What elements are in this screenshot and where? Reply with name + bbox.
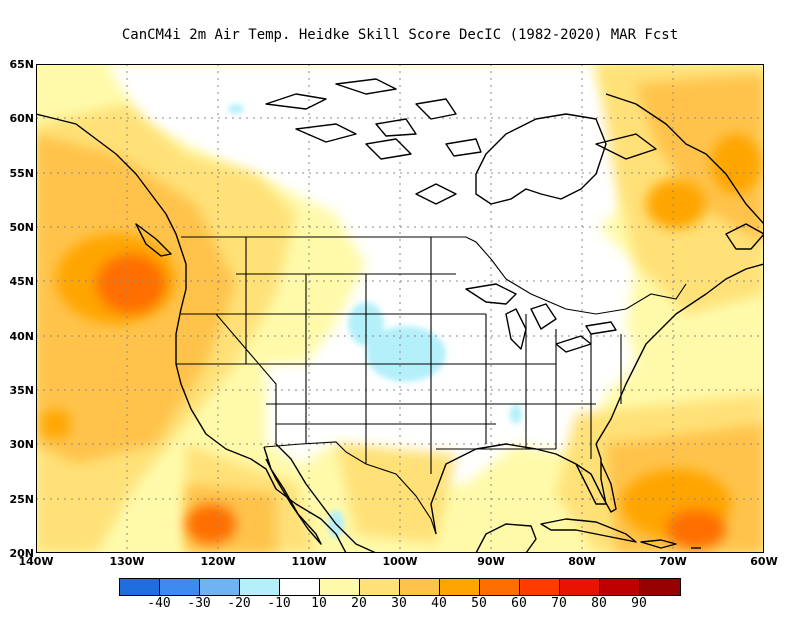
lat-label-40n: 40N [9,330,34,343]
colorbar-label: -10 [267,596,291,611]
lat-label-60n: 60N [9,112,34,125]
lon-label-110w: 110W [291,555,327,568]
colorbar-bin [600,579,640,595]
colorbar-label: -40 [147,596,171,611]
lon-label-120w: 120W [200,555,236,568]
lon-label-130w: 130W [109,555,145,568]
lon-label-100w: 100W [382,555,418,568]
lat-label-30n: 30N [9,438,34,451]
colorbar-label: 10 [311,596,327,611]
lat-label-35n: 35N [9,384,34,397]
lon-label-140w: 140W [18,555,54,568]
lon-label-70w: 70W [659,555,687,568]
colorbar-bin [640,579,680,595]
colorbar [119,578,681,596]
colorbar-bin [280,579,320,595]
colorbar-bin [440,579,480,595]
lat-label-65n: 65N [9,58,34,71]
colorbar-label: 40 [431,596,447,611]
skill-score-map [36,64,764,553]
colorbar-label: 70 [551,596,567,611]
lon-label-80w: 80W [568,555,596,568]
lat-label-20n: 20N [9,547,34,560]
political-borders [176,236,687,535]
colorbar-label: -20 [227,596,251,611]
colorbar-label: 50 [471,596,487,611]
colorbar-label: 60 [511,596,527,611]
colorbar-bin [160,579,200,595]
very-high-skill-regions [41,134,761,549]
colorbar-bin [520,579,560,595]
graticule [36,64,764,553]
colorbar-bin [120,579,160,595]
lon-label-60w: 60W [750,555,778,568]
chart-title: CanCM4i 2m Air Temp. Heidke Skill Score … [121,27,679,43]
colorbar-label: 80 [591,596,607,611]
colorbar-label: 30 [391,596,407,611]
colorbar-bin [480,579,520,595]
colorbar-bin [320,579,360,595]
coastlines [36,78,764,553]
colorbar-bin [240,579,280,595]
lat-label-55n: 55N [9,167,34,180]
map-border [36,64,764,553]
lat-label-25n: 25N [9,493,34,506]
lat-label-50n: 50N [9,221,34,234]
colorbar-label: 90 [631,596,647,611]
colorbar-bin [360,579,400,595]
colorbar-label: -30 [187,596,211,611]
colorbar-label: 20 [351,596,367,611]
colorbar-bin [560,579,600,595]
colorbar-bin [200,579,240,595]
map-canvas [36,64,764,553]
colorbar-bin [400,579,440,595]
lat-label-45n: 45N [9,275,34,288]
lon-label-90w: 90W [477,555,505,568]
